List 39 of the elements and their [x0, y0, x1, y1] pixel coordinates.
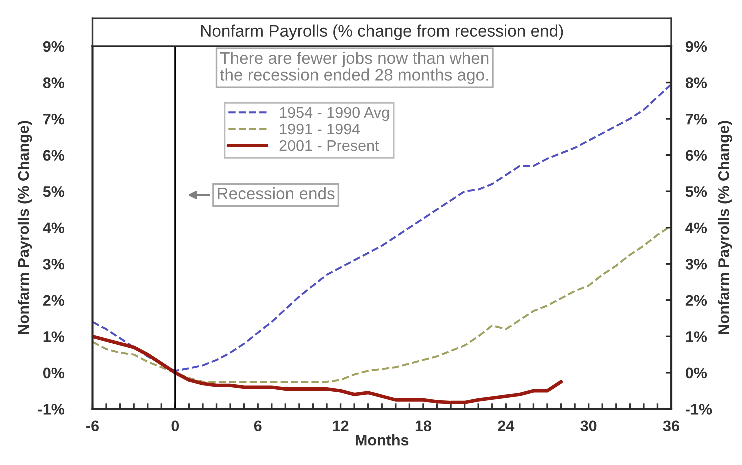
y-tick-label: 0%: [43, 368, 65, 379]
x-tick-label: 24: [498, 420, 515, 432]
x-tick-label: 18: [416, 420, 432, 432]
x-axis-title: Months: [356, 434, 409, 446]
y2-tick-label: 8%: [686, 78, 708, 88]
x-tick-label: 0: [172, 420, 180, 432]
y2-tick-label: -1%: [686, 404, 712, 415]
ref-line-label: Recession ends: [218, 187, 335, 200]
y2-tick-label: 2%: [686, 295, 708, 306]
legend-label: 2001 - Present: [280, 140, 380, 152]
y-tick-label: 8%: [43, 78, 65, 88]
y2-tick-label: 3%: [686, 258, 708, 270]
y-tick-label: 3%: [43, 258, 65, 270]
y-tick-label: 2%: [43, 295, 65, 306]
y-tick-label: 6%: [43, 150, 65, 161]
y2-tick-label: 0%: [686, 368, 708, 379]
y2-tick-label: 4%: [686, 222, 708, 234]
y2-axis-title: Nonfarm Payrolls (% Change): [718, 121, 732, 334]
x-tick-label: 30: [580, 420, 597, 432]
y-tick-label: -1%: [38, 404, 65, 415]
y2-tick-label: 6%: [686, 150, 708, 161]
y-tick-label: 5%: [43, 186, 65, 198]
y2-tick-label: 5%: [686, 186, 708, 198]
y-tick-label: 7%: [44, 114, 65, 125]
y-tick-label: 9%: [43, 41, 65, 52]
x-tick-label: 36: [663, 420, 680, 432]
legend-label: 1991 - 1994: [280, 124, 360, 135]
annotation: There are fewer jobs now than when the recession ended 28 months ago.: [220, 52, 489, 84]
y2-tick-label: 7%: [686, 114, 708, 125]
x-tick-label: 12: [333, 420, 349, 432]
y-axis-title: Nonfarm Payrolls (% Change): [18, 121, 32, 334]
y2-tick-label: 1%: [686, 332, 708, 342]
chart-title: Nonfarm Payrolls (% change from recession end): [201, 24, 564, 40]
y-tick-label: 4%: [43, 222, 65, 234]
x-tick-label: -6: [86, 420, 99, 432]
legend-label: 1954 - 1990 Avg: [280, 107, 390, 122]
y-tick-label: 1%: [44, 332, 65, 342]
x-tick-label: 6: [254, 420, 262, 432]
y2-tick-label: 9%: [686, 41, 708, 52]
